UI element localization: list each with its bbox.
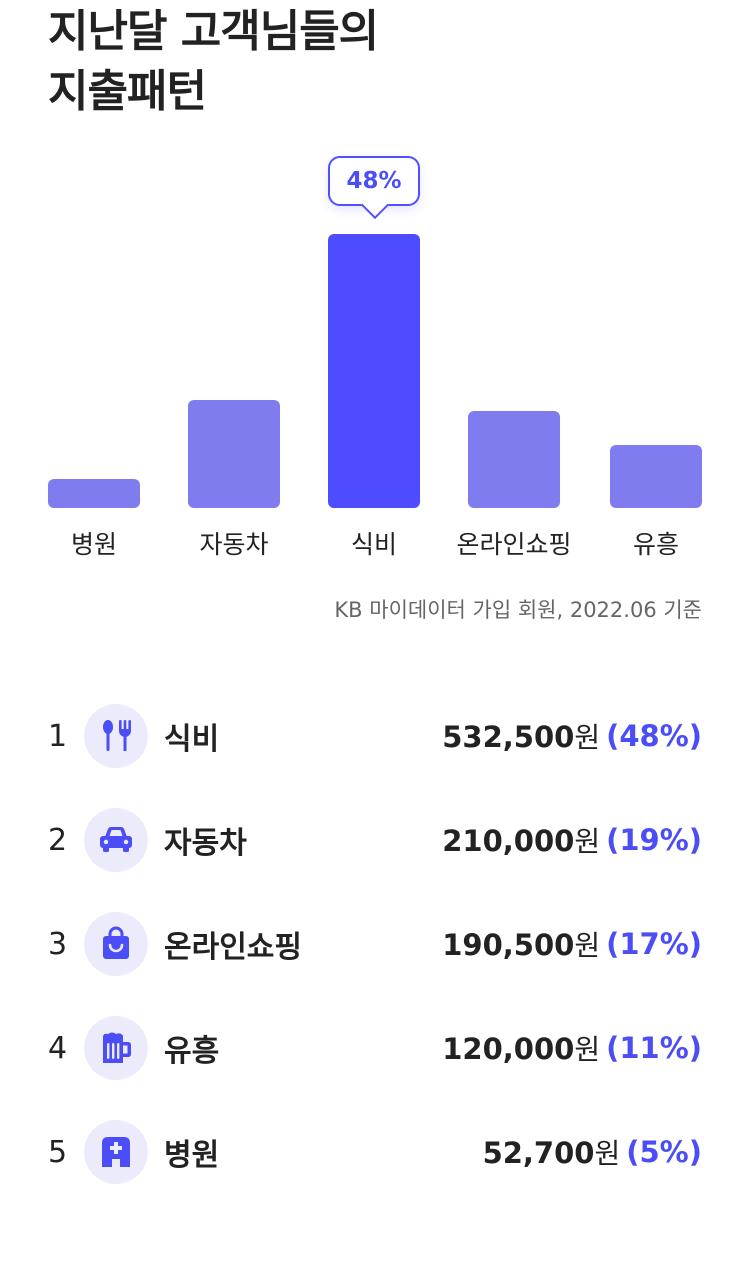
car-icon — [84, 808, 148, 872]
category-label: 식비 — [350, 530, 397, 559]
spending-ranking-list: 1 식비 532,500원 (48%) 2 자동차 210,000원 (19%)… — [48, 684, 702, 1204]
category-name: 온라인쇼핑 — [164, 930, 302, 965]
title-line-1: 지난달 고객님들의 — [48, 6, 379, 57]
amount-value: 120,000원 — [442, 1032, 601, 1066]
category-label: 온라인쇼핑 — [456, 530, 572, 559]
list-item: 1 식비 532,500원 (48%) — [48, 684, 702, 788]
percent-value: (19%) — [606, 823, 702, 857]
amount-value: 210,000원 — [442, 824, 601, 858]
category-name: 유흥 — [164, 1034, 220, 1069]
title-line-2: 지출패턴 — [48, 66, 207, 117]
amount-value: 532,500원 — [442, 720, 601, 754]
bar-유흥 — [610, 445, 702, 508]
percent-value: (48%) — [606, 719, 702, 753]
category-name: 식비 — [164, 722, 220, 757]
amount-value: 52,700원 — [482, 1136, 621, 1170]
spending-bar-chart: 병원 자동차 식비 48% 온라인쇼핑 유흥 — [0, 150, 750, 570]
page-title: 지난달 고객님들의 지출패턴 — [48, 2, 379, 122]
amount-value: 190,500원 — [442, 928, 601, 962]
percent-value: (17%) — [606, 927, 702, 961]
shopping-bag-icon — [84, 912, 148, 976]
percent-value: (11%) — [606, 1031, 702, 1065]
category-label: 유흥 — [632, 530, 679, 559]
rank-number: 4 — [48, 1030, 68, 1066]
category-label: 자동차 — [199, 530, 269, 559]
list-item: 5 병원 52,700원 (5%) — [48, 1100, 702, 1204]
list-item: 4 유흥 120,000원 (11%) — [48, 996, 702, 1100]
hospital-icon — [84, 1120, 148, 1184]
bar-식비 — [328, 234, 420, 508]
percent-value: (5%) — [626, 1135, 702, 1169]
rank-number: 2 — [48, 822, 68, 858]
data-source-note: KB 마이데이터 가입 회원, 2022.06 기준 — [334, 598, 702, 622]
category-name: 자동차 — [164, 826, 247, 861]
category-name: 병원 — [164, 1138, 220, 1173]
rank-number: 1 — [48, 718, 68, 754]
bar-자동차 — [188, 399, 280, 508]
category-label: 병원 — [70, 530, 117, 559]
list-item: 3 온라인쇼핑 190,500원 (17%) — [48, 892, 702, 996]
fork-knife-icon — [84, 704, 148, 768]
bar-병원 — [48, 479, 140, 508]
list-item: 2 자동차 210,000원 (19%) — [48, 788, 702, 892]
highlight-value-tooltip: 48% — [328, 156, 420, 206]
rank-number: 5 — [48, 1134, 68, 1170]
rank-number: 3 — [48, 926, 68, 962]
beer-mug-icon — [84, 1016, 148, 1080]
bar-온라인쇼핑 — [468, 410, 560, 508]
